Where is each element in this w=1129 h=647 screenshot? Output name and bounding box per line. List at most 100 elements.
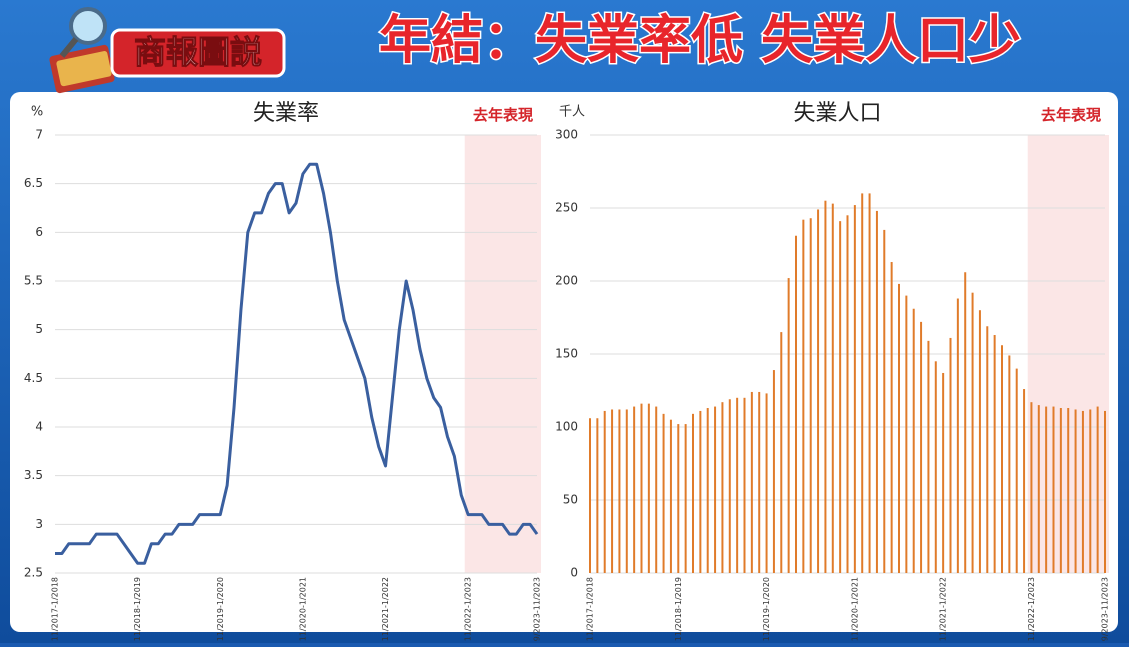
y-tick-label: 6.5 (24, 176, 43, 190)
bar (809, 218, 812, 573)
bar (927, 340, 930, 573)
bar (750, 391, 753, 573)
bar (934, 361, 937, 573)
bar (971, 292, 974, 573)
bar (706, 408, 709, 573)
x-tick-label: 9/2023-11/2023 (1101, 577, 1110, 641)
badge: 商報圖説 (134, 33, 262, 71)
bar (758, 391, 761, 573)
bar (824, 200, 827, 573)
bar (721, 402, 724, 573)
bar (655, 406, 658, 573)
y-tick-label: 50 (563, 493, 578, 507)
bar (1074, 409, 1077, 573)
bar (1081, 410, 1084, 573)
bar (956, 298, 959, 573)
x-tick-label: 11/2022-1/2023 (1027, 577, 1036, 641)
bar (1037, 405, 1040, 573)
bar (611, 409, 614, 573)
bar (853, 205, 856, 573)
bar (728, 399, 731, 573)
x-tick-label: 11/2022-1/2023 (464, 577, 473, 641)
x-tick-label: 11/2021-1/2022 (381, 577, 390, 641)
y-axis-label: 千人 (559, 105, 585, 120)
x-tick-label: 11/2017-1/2018 (51, 577, 60, 641)
bar (1001, 345, 1003, 573)
bar (714, 406, 717, 573)
bar (898, 283, 900, 573)
bar (692, 413, 694, 573)
bar (1008, 355, 1011, 573)
bar (978, 310, 981, 573)
x-tick-label: 11/2019-1/2020 (216, 577, 225, 641)
bar (743, 397, 746, 573)
bar (603, 410, 606, 573)
bar (633, 406, 636, 573)
bar (1089, 409, 1092, 573)
bar (677, 424, 680, 573)
bar (684, 424, 687, 573)
bar (669, 419, 672, 573)
headline: 年結：失業率低 失業人口少 (379, 11, 1021, 71)
y-tick-label: 150 (555, 347, 578, 361)
bar (625, 409, 628, 573)
bar (875, 210, 878, 574)
x-tick-label: 11/2020-1/2021 (298, 577, 307, 641)
y-tick-label: 5 (35, 322, 43, 336)
bar (883, 229, 886, 573)
y-tick-label: 0 (570, 566, 578, 580)
x-tick-label: 9/2023-11/2023 (533, 577, 542, 641)
bar (1030, 402, 1033, 573)
bar (861, 193, 864, 573)
bar (772, 370, 775, 573)
bar (986, 326, 989, 573)
highlight-label: 去年表現 (473, 106, 533, 124)
y-tick-label: 300 (555, 128, 578, 142)
bar (890, 262, 893, 573)
chart-title: 失業率 (253, 101, 319, 126)
bar (640, 403, 643, 573)
bar (912, 308, 915, 573)
logo-icon (49, 7, 115, 94)
y-tick-label: 6 (35, 225, 43, 239)
y-tick-label: 3.5 (24, 468, 43, 482)
bar (1104, 410, 1106, 573)
bar (1059, 408, 1062, 573)
y-tick-label: 100 (555, 420, 578, 434)
line (55, 162, 539, 565)
bar (618, 409, 621, 573)
bar (993, 335, 996, 573)
bar (736, 397, 739, 573)
bar (765, 393, 768, 573)
badge-box (110, 28, 286, 78)
bar (795, 235, 797, 574)
bar (839, 221, 842, 573)
highlight-band (464, 135, 541, 573)
highlight-label: 去年表現 (1041, 106, 1101, 124)
y-tick-label: 4.5 (24, 371, 43, 385)
bar (1015, 368, 1018, 573)
bar (647, 403, 650, 573)
bar (699, 410, 702, 573)
x-tick-label: 11/2019-1/2020 (762, 577, 771, 641)
y-tick-label: 2.5 (24, 566, 43, 580)
bar (868, 193, 871, 573)
bar (1067, 408, 1070, 573)
x-tick-label: 11/2018-1/2019 (674, 577, 683, 641)
y-axis-label: % (31, 105, 43, 120)
bar (589, 418, 591, 573)
bar (596, 418, 599, 573)
bar (831, 203, 834, 573)
bar (942, 372, 945, 573)
bar (1096, 406, 1099, 573)
y-tick-label: 5.5 (24, 274, 43, 288)
bar (1052, 406, 1055, 573)
x-tick-label: 11/2020-1/2021 (850, 577, 859, 641)
bar (1023, 389, 1026, 573)
bar (964, 272, 967, 573)
bar (905, 295, 908, 573)
chart-title: 失業人口 (793, 101, 881, 126)
x-tick-label: 11/2018-1/2019 (133, 577, 142, 641)
bar (846, 215, 849, 574)
